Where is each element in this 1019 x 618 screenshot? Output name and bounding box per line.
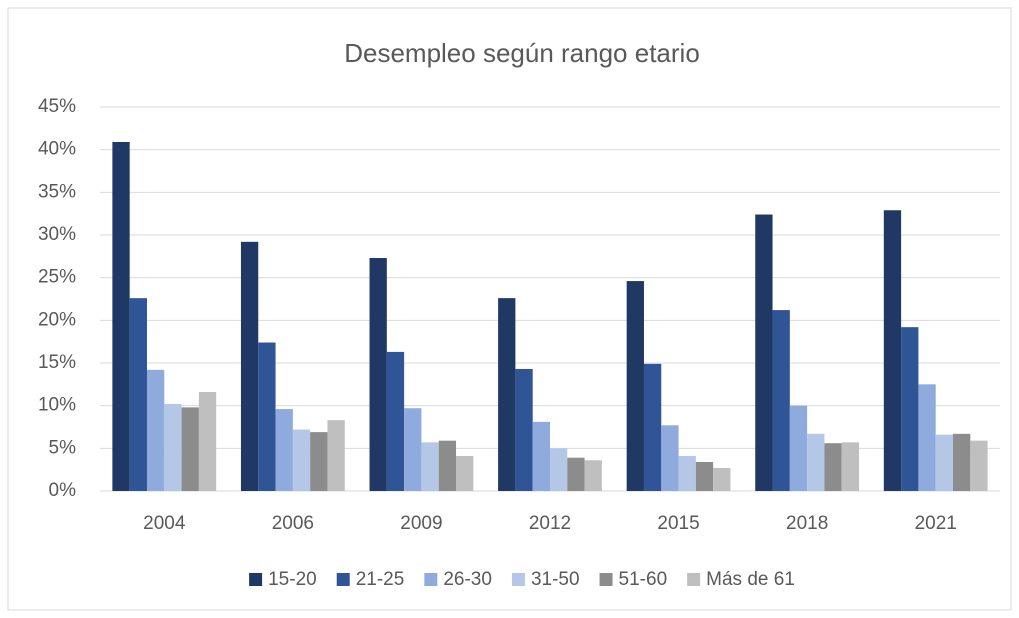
bar (421, 442, 439, 491)
bar (327, 420, 345, 491)
y-tick-label: 10% (38, 395, 76, 416)
bar (584, 460, 602, 491)
bar (713, 467, 731, 491)
y-tick-label: 30% (38, 224, 76, 245)
bar (970, 440, 988, 491)
bar (198, 392, 217, 491)
x-tick-label: 2004 (143, 513, 186, 534)
legend-swatch (599, 573, 613, 586)
x-tick-label: 2009 (400, 513, 442, 534)
bar (258, 342, 276, 491)
bar (807, 433, 825, 491)
legend-label: 31-50 (531, 569, 580, 590)
legend-swatch (249, 573, 263, 586)
x-tick-label: 2012 (529, 513, 571, 534)
bar (626, 281, 644, 491)
bar (146, 369, 165, 491)
bar (181, 407, 199, 491)
y-tick-label: 20% (38, 309, 76, 330)
y-tick-label: 15% (38, 352, 76, 373)
bar (901, 327, 919, 491)
y-tick-label: 40% (38, 139, 76, 160)
x-tick-label: 2018 (786, 513, 828, 534)
bar (275, 409, 293, 491)
bar (438, 440, 457, 491)
y-tick-label: 25% (38, 267, 76, 288)
legend-label: Más de 61 (706, 569, 795, 590)
bar (240, 241, 259, 491)
bar (129, 298, 147, 491)
bar (369, 258, 387, 491)
bar (292, 429, 311, 491)
x-tick-label: 2006 (272, 513, 314, 534)
bar (755, 214, 773, 491)
bar (953, 433, 971, 491)
x-tick-label: 2015 (657, 513, 699, 534)
y-tick-label: 35% (38, 181, 76, 202)
bar (695, 461, 714, 491)
legend-label: 26-30 (443, 569, 492, 590)
legend-swatch (687, 573, 701, 586)
chart-title: Desempleo según rango etario (344, 38, 700, 68)
bar (824, 443, 842, 491)
legend-label: 21-25 (356, 569, 405, 590)
bar (661, 425, 679, 491)
bar (678, 456, 696, 491)
bar (515, 368, 533, 491)
bar (498, 298, 516, 491)
bar (935, 434, 954, 491)
legend-swatch (424, 573, 438, 586)
bar (841, 442, 860, 491)
y-tick-label: 0% (49, 480, 77, 501)
bar (789, 405, 808, 491)
bar (772, 310, 790, 491)
bar (164, 403, 182, 491)
bar (567, 457, 585, 491)
legend-swatch (511, 573, 525, 586)
bar (550, 448, 568, 491)
bar (883, 210, 902, 491)
legend-swatch (336, 573, 350, 586)
bar (643, 363, 662, 491)
legend-label: 15-20 (268, 569, 317, 590)
bar (310, 432, 328, 491)
bar (456, 456, 474, 491)
bar (918, 384, 936, 491)
x-tick-label: 2021 (915, 513, 957, 534)
bar (386, 351, 405, 491)
bar (112, 141, 130, 491)
y-tick-label: 5% (49, 437, 77, 458)
bar (532, 421, 550, 491)
bar (404, 408, 422, 491)
y-tick-label: 45% (38, 96, 76, 117)
legend-label: 51-60 (619, 569, 668, 590)
